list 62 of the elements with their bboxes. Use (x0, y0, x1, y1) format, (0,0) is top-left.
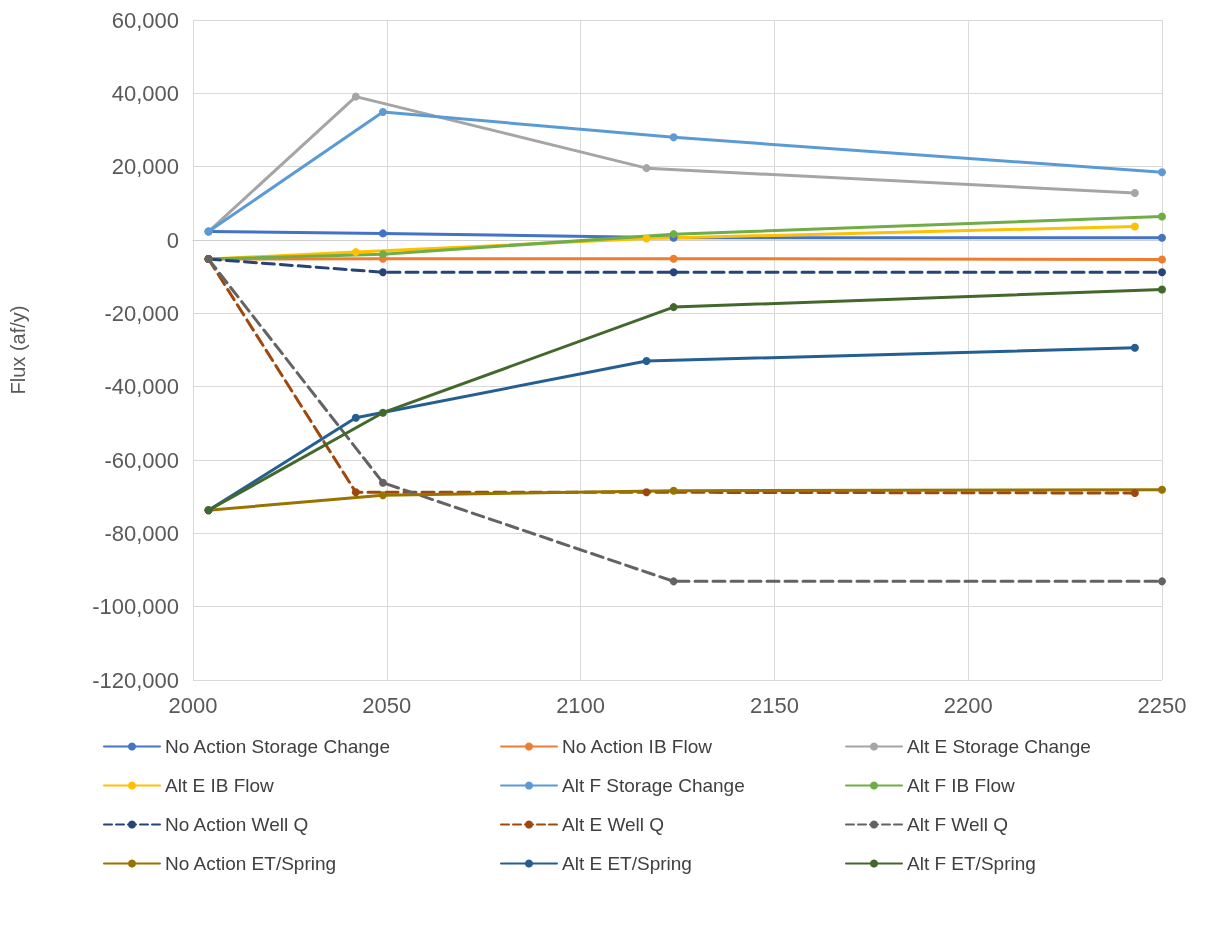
point (1158, 255, 1166, 264)
legend-label: No Action IB Flow (562, 736, 713, 757)
point (378, 229, 387, 238)
y-tick-label: 20,000 (111, 154, 179, 180)
point (351, 488, 360, 497)
point (1158, 577, 1166, 586)
point (351, 413, 360, 422)
point (669, 577, 678, 586)
point (378, 268, 387, 277)
legend-label: Alt F Storage Change (562, 775, 745, 796)
point (378, 491, 387, 500)
y-tick-label: -100,000 (92, 594, 179, 620)
point (378, 408, 387, 417)
point (1130, 222, 1139, 231)
point (642, 488, 651, 497)
point (1158, 233, 1166, 242)
x-tick-label: 2000 (168, 692, 218, 718)
legend-label: Alt F IB Flow (907, 775, 1015, 796)
point (1130, 189, 1139, 198)
point (1158, 485, 1166, 494)
legend-label: No Action Well Q (165, 814, 309, 835)
y-tick-label: -80,000 (104, 520, 179, 546)
point (669, 303, 678, 312)
y-tick-label: 60,000 (111, 7, 179, 33)
point (669, 486, 678, 495)
y-tick-label: 0 (166, 227, 179, 253)
legend-label: Alt F Well Q (907, 814, 1008, 835)
legend-label: Alt F ET/Spring (907, 853, 1036, 874)
legend-label: Alt E Well Q (562, 814, 665, 835)
y-tick-label: -60,000 (104, 447, 179, 473)
point (1158, 268, 1166, 277)
point (378, 108, 387, 117)
y-tick-label: -20,000 (104, 300, 179, 326)
legend-label: No Action Storage Change (165, 736, 390, 757)
legend-label: Alt E ET/Spring (562, 853, 692, 874)
legend-label: Alt E IB Flow (165, 775, 275, 796)
y-axis-title: Flux (af/y) (7, 305, 29, 395)
x-tick-label: 2050 (362, 692, 412, 718)
point (1158, 212, 1166, 221)
legend-label: No Action ET/Spring (165, 853, 337, 874)
point (1130, 343, 1139, 352)
y-tick-label: -120,000 (92, 667, 179, 693)
point (1130, 489, 1139, 497)
point (669, 254, 678, 263)
y-tick-label: 40,000 (111, 80, 179, 106)
point (642, 234, 651, 243)
point (1158, 285, 1166, 294)
point (669, 133, 678, 142)
point (378, 250, 387, 259)
x-tick-label: 2150 (749, 692, 799, 718)
point (642, 164, 651, 173)
point (351, 92, 360, 101)
point (642, 357, 651, 365)
x-tick-label: 2100 (556, 692, 606, 718)
legend-label: Alt E Storage Change (907, 736, 1091, 757)
point (1158, 168, 1166, 177)
y-tick-label: -40,000 (104, 374, 179, 400)
x-tick-label: 2250 (1137, 692, 1187, 718)
point (351, 248, 360, 257)
x-tick-label: 2200 (943, 692, 993, 718)
point (669, 268, 678, 277)
point (378, 478, 387, 487)
